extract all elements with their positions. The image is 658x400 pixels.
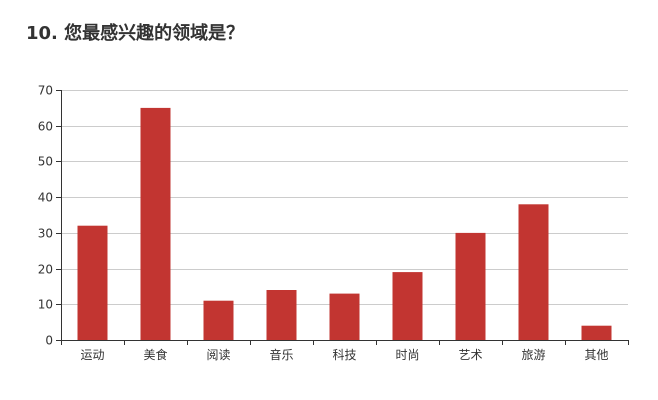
bar-音乐 (266, 290, 297, 340)
y-tick-label-20: 20 (38, 263, 53, 277)
y-tick-label-70: 70 (38, 84, 53, 98)
x-tick-label-美食: 美食 (143, 347, 167, 362)
x-tick-label-运动: 运动 (80, 348, 104, 362)
x-tick-label-阅读: 阅读 (206, 348, 230, 362)
bar-时尚 (392, 272, 423, 340)
x-tick-label-其他: 其他 (584, 348, 608, 362)
y-axis: 0 10 20 30 40 50 60 70 (38, 84, 62, 348)
bar-美食 (140, 107, 171, 341)
x-tick-label-科技: 科技 (332, 348, 356, 362)
bar-科技 (329, 293, 360, 340)
bar-艺术 (455, 232, 486, 340)
y-tick-label-40: 40 (38, 191, 53, 205)
x-tick-label-艺术: 艺术 (458, 348, 482, 362)
y-tick-label-0: 0 (45, 334, 53, 348)
y-tick-label-50: 50 (38, 155, 53, 169)
x-tick-label-旅游: 旅游 (521, 348, 545, 362)
bar-旅游 (518, 204, 549, 340)
bar-运动 (77, 225, 108, 340)
bar-其他 (581, 325, 612, 340)
x-tick-label-时尚: 时尚 (395, 348, 419, 362)
x-tick-label-音乐: 音乐 (269, 347, 293, 362)
bars (77, 107, 612, 341)
chart-title: 10. 您最感兴趣的领域是？ (26, 23, 245, 44)
x-axis: 运动 美食 阅读 音乐 科技 时尚 艺术 旅游 其他 (61, 340, 629, 362)
y-tick-label-30: 30 (38, 227, 53, 241)
bar-阅读 (203, 300, 234, 340)
y-tick-label-10: 10 (38, 298, 53, 312)
y-tick-label-60: 60 (38, 120, 53, 134)
